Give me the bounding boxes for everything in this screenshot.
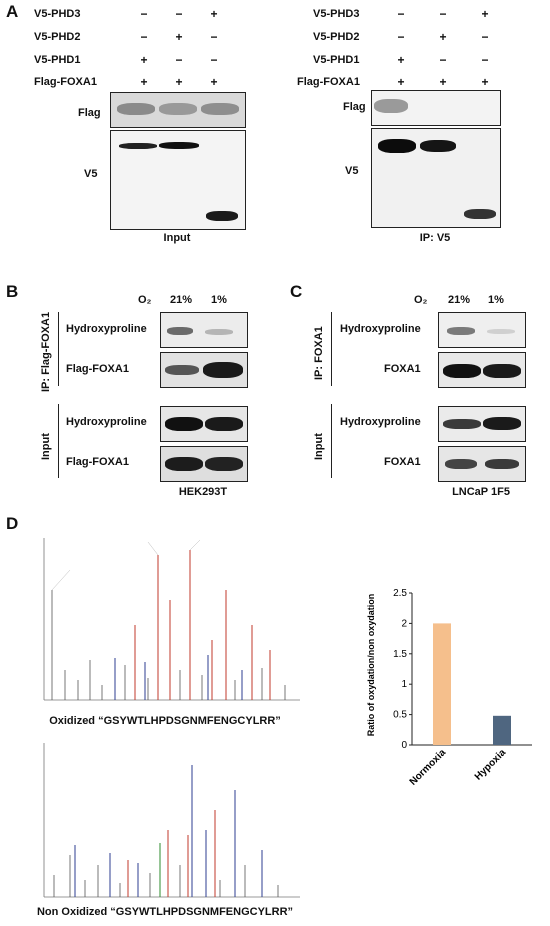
sign: − [481,53,489,67]
sign: + [140,53,148,67]
sign: + [397,53,405,67]
row-label-foxa1: Flag-FOXA1 [297,76,360,88]
sign: + [439,75,447,89]
blot-label-v5: V5 [84,168,98,180]
sign: − [397,30,405,44]
sign: − [210,53,218,67]
western-blot-flag-foxa1-input [160,446,248,482]
spectrum-caption-non-oxidized: Non Oxidized “GSYWTLHPDSGNMFENGCYLRR” [36,906,294,918]
input-label: Input [40,433,52,460]
western-blot-hydroxyproline-ip [438,312,526,348]
y-tick-label: 1.5 [393,649,407,660]
sign: − [140,7,148,21]
x-tick-label: Normoxia [408,747,449,788]
chart-bars [433,623,511,745]
sign: − [210,30,218,44]
y-tick-label: 2.5 [393,588,407,599]
row-label-phd2: V5-PHD2 [34,31,81,43]
western-blot-v5-ip [371,128,501,228]
ms-spectrum-oxidized [43,538,300,701]
row-label-flag-foxa1-input: Flag-FOXA1 [66,456,129,468]
chart-axes [411,593,532,746]
western-blot-foxa1-input [438,446,526,482]
sign: − [140,30,148,44]
ip-flag-foxa1-label: IP: Flag-FOXA1 [40,311,52,392]
western-blot-flag-input [110,92,246,128]
sign: − [397,7,405,21]
row-label-flag-foxa1: Flag-FOXA1 [66,363,129,375]
western-blot-hydroxyproline-ip [160,312,248,348]
o2-label: O₂ [414,294,428,306]
y-tick-label: 2 [401,618,407,629]
sign: + [210,75,218,89]
caption-lncap-1f5: LNCaP 1F5 [452,486,510,498]
row-label-hydroxyproline-input: Hydroxyproline [66,416,147,428]
sign: + [175,30,183,44]
y-tick-label: 0 [401,740,407,751]
panel-label-c: C [290,282,303,301]
bar-normoxia [433,623,451,745]
y-tick-label: 1 [401,679,407,690]
sign: − [175,53,183,67]
sign: + [481,7,489,21]
oxidation-ratio-bar-chart: 0 0.5 1 1.5 2 2.5 Normoxia Hypoxia Ratio of oxy… [366,588,532,788]
row-label-foxa1: FOXA1 [384,363,421,375]
sign: + [481,75,489,89]
row-label-hydroxyproline: Hydroxyproline [66,323,147,335]
y-axis-label: Ratio of oxydation/non oxydation [366,594,376,737]
input-label: Input [313,433,325,460]
western-blot-hydroxyproline-input [160,406,248,442]
row-label-phd1: V5-PHD1 [34,54,81,66]
condition-21: 21% [448,294,471,306]
bar-hypoxia [493,715,511,745]
blot-label-flag: Flag [343,101,366,113]
row-label-foxa1-input: FOXA1 [384,456,421,468]
western-blot-foxa1-ip [438,352,526,388]
panel-label-a: A [6,2,19,21]
condition-1: 1% [211,294,227,306]
sign: − [439,7,447,21]
sign: − [481,30,489,44]
blot-label-flag: Flag [78,107,101,119]
sign: + [140,75,148,89]
y-tick-label: 0.5 [393,710,407,721]
sign: + [397,75,405,89]
row-label-hydroxyproline-input: Hydroxyproline [340,416,421,428]
row-label-phd3: V5-PHD3 [34,8,81,20]
condition-21: 21% [170,294,193,306]
western-blot-flag-ip [371,90,501,126]
ms-spectrum-non-oxidized [43,743,300,898]
sign: − [175,7,183,21]
sign: + [210,7,218,21]
caption-hek293t: HEK293T [178,486,228,498]
row-label-phd1: V5-PHD1 [313,54,360,66]
sign: + [175,75,183,89]
row-label-foxa1: Flag-FOXA1 [34,76,97,88]
spectrum-caption-oxidized: Oxidized “GSYWTLHPDSGNMFENGCYLRR” [49,715,281,727]
sign: − [439,53,447,67]
western-blot-hydroxyproline-input [438,406,526,442]
row-label-phd3: V5-PHD3 [313,8,360,20]
caption-input: Input [163,232,191,244]
sign: + [439,30,447,44]
panel-label-b: B [6,282,19,301]
panel-label-d: D [6,514,19,533]
western-blot-v5-input [110,130,246,230]
condition-1: 1% [488,294,504,306]
x-tick-label: Hypoxia [473,747,509,783]
western-blot-flag-foxa1-ip [160,352,248,388]
caption-ip-v5: IP: V5 [419,232,451,244]
row-label-hydroxyproline: Hydroxyproline [340,323,421,335]
ip-foxa1-label: IP: FOXA1 [313,326,325,380]
row-label-phd2: V5-PHD2 [313,31,360,43]
blot-label-v5: V5 [345,165,359,177]
o2-label: O₂ [138,294,152,306]
